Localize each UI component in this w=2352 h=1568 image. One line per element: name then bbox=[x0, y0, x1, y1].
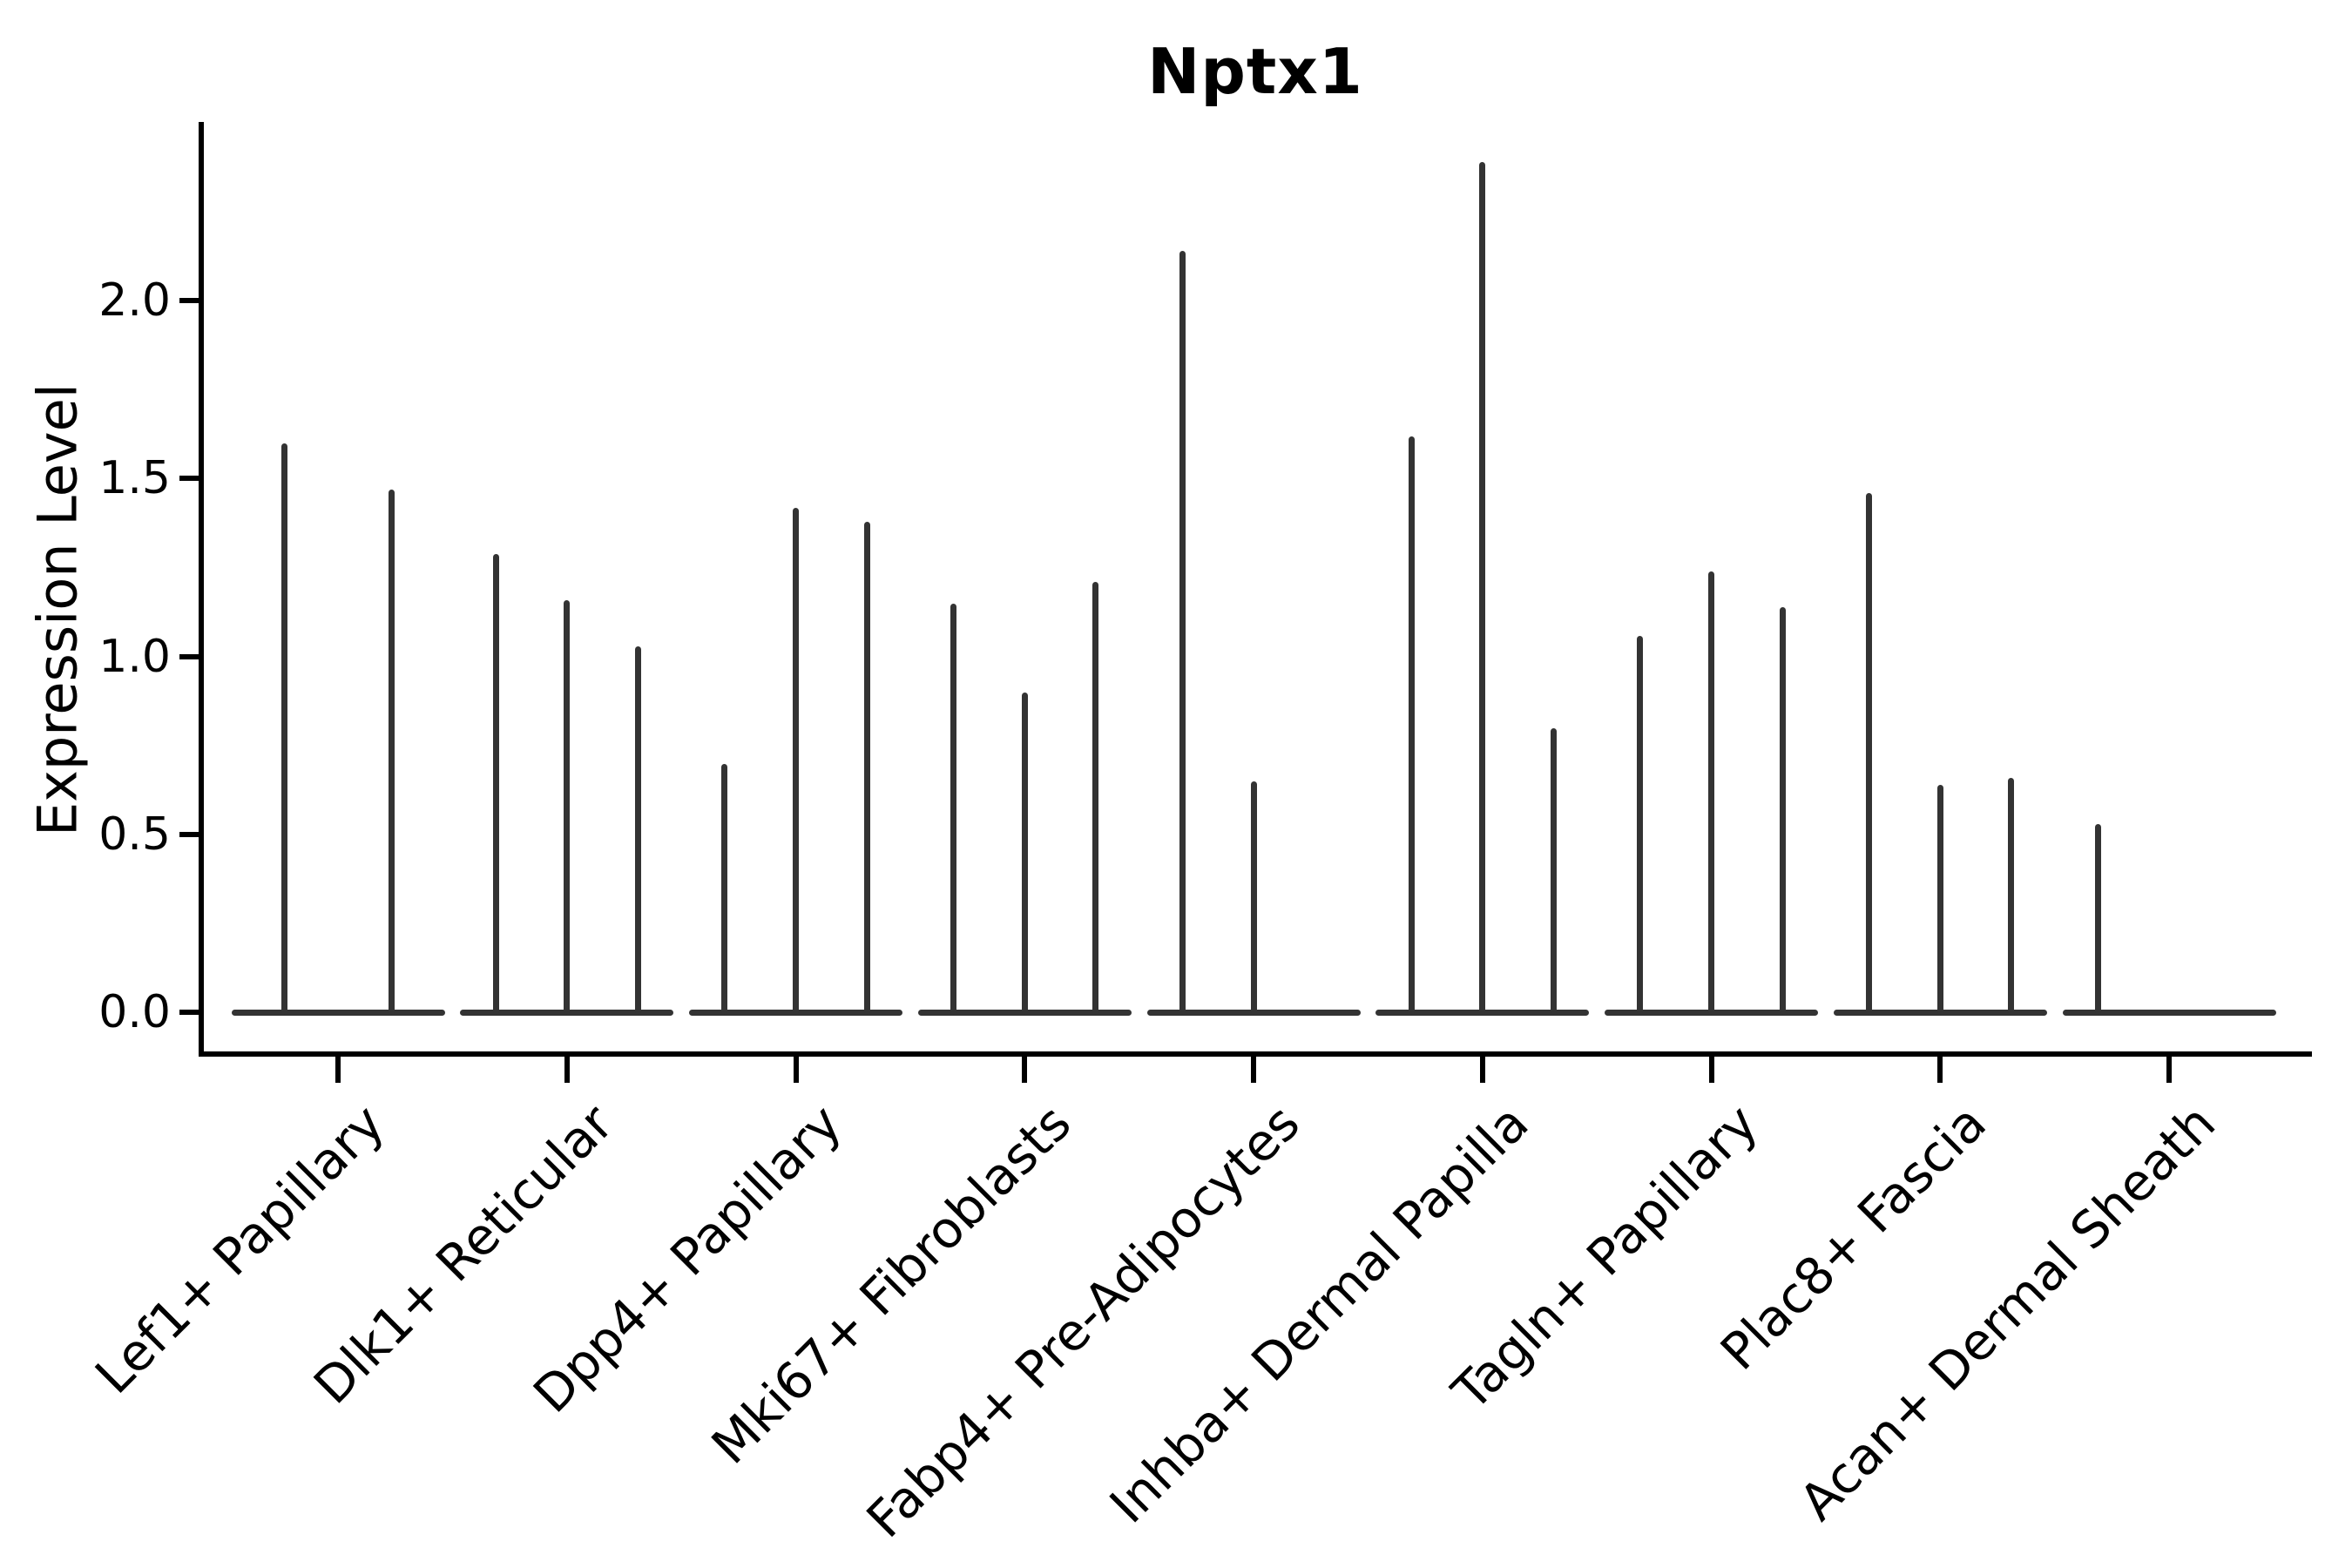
violin-spike bbox=[1479, 162, 1486, 1016]
violin-baseline bbox=[2062, 1009, 2276, 1016]
x-tick bbox=[335, 1057, 341, 1083]
violin-spike bbox=[1408, 436, 1415, 1016]
x-tick bbox=[1479, 1057, 1485, 1083]
violin-spike bbox=[1092, 582, 1099, 1016]
x-tick bbox=[793, 1057, 799, 1083]
violin-spike bbox=[2094, 824, 2101, 1016]
y-tick-label: 0.5 bbox=[98, 808, 171, 861]
y-tick bbox=[179, 653, 199, 659]
violin-spike bbox=[1021, 692, 1028, 1016]
violin-spike bbox=[1936, 785, 1943, 1016]
y-tick bbox=[179, 1010, 199, 1015]
violin-spike bbox=[2008, 777, 2015, 1016]
y-axis-line bbox=[199, 122, 204, 1057]
plot-title: Nptx1 bbox=[1147, 35, 1363, 108]
x-tick-label: Fabp4+ Pre-Adipocytes bbox=[855, 1093, 1312, 1550]
x-tick bbox=[2166, 1057, 2172, 1083]
y-tick bbox=[179, 298, 199, 303]
x-tick bbox=[1022, 1057, 1028, 1083]
violin-spike bbox=[388, 490, 395, 1016]
x-tick bbox=[1251, 1057, 1256, 1083]
violin-spike bbox=[1550, 727, 1557, 1016]
violin-spike bbox=[634, 645, 641, 1016]
x-tick bbox=[564, 1057, 570, 1083]
y-tick-label: 1.0 bbox=[98, 630, 171, 683]
y-tick bbox=[179, 831, 199, 837]
x-tick-label: Inhba+ Dermal Papilla bbox=[1098, 1093, 1540, 1535]
x-tick bbox=[1708, 1057, 1714, 1083]
x-axis-line bbox=[199, 1051, 2312, 1057]
y-tick-label: 1.5 bbox=[98, 452, 171, 505]
violin-spike bbox=[1866, 493, 1873, 1016]
y-tick-label: 2.0 bbox=[98, 274, 171, 327]
violin-spike bbox=[1779, 606, 1786, 1016]
violin-spike bbox=[1179, 251, 1186, 1016]
violin-spike bbox=[564, 599, 571, 1016]
violin-spike bbox=[863, 521, 870, 1016]
y-tick bbox=[179, 476, 199, 482]
violin-spike bbox=[281, 443, 288, 1016]
x-tick bbox=[1937, 1057, 1943, 1083]
x-tick-label: Acan+ Dermal Sheath bbox=[1788, 1093, 2227, 1532]
violin-spike bbox=[492, 553, 499, 1016]
violin-spike bbox=[1708, 571, 1714, 1016]
violin-spike bbox=[721, 763, 728, 1016]
y-tick-label: 0.0 bbox=[98, 986, 171, 1038]
violin-spike bbox=[793, 507, 799, 1016]
violin-spike bbox=[1637, 635, 1644, 1016]
violin-spike bbox=[1250, 781, 1257, 1016]
violin-baseline bbox=[231, 1009, 445, 1016]
violin-spike bbox=[950, 603, 957, 1016]
